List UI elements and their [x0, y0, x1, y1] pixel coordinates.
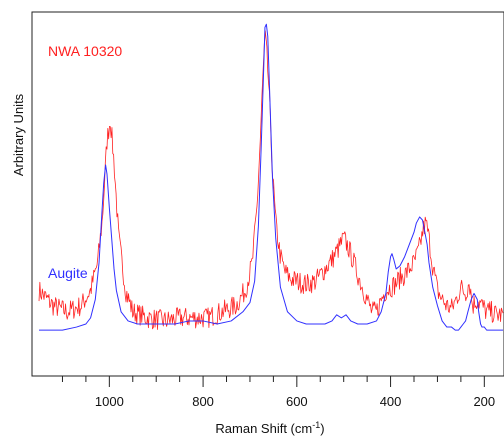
x-tick-label: 1000 [95, 394, 124, 409]
x-axis-label-close: ) [320, 421, 324, 436]
x-tick-label: 200 [473, 394, 495, 409]
y-axis-label: Arbitrary Units [11, 93, 26, 176]
x-tick-label: 400 [380, 394, 402, 409]
series-layer [38, 23, 504, 331]
x-tick-label: 800 [192, 394, 214, 409]
series-label-0: NWA 10320 [48, 43, 122, 59]
series-label-1: Augite [48, 265, 88, 281]
series-line-1 [39, 23, 504, 331]
x-axis-label-main: Raman Shift (cm [215, 421, 312, 436]
x-axis-label-superscript: -1 [312, 420, 320, 430]
x-axis-ticks [61, 376, 485, 387]
series-labels: NWA 10320 Augite [48, 43, 122, 281]
x-axis-label: Raman Shift (cm-1) [215, 420, 324, 436]
x-tick-label: 600 [286, 394, 308, 409]
x-axis-tick-labels: 1000 800 600 400 200 [95, 394, 495, 409]
